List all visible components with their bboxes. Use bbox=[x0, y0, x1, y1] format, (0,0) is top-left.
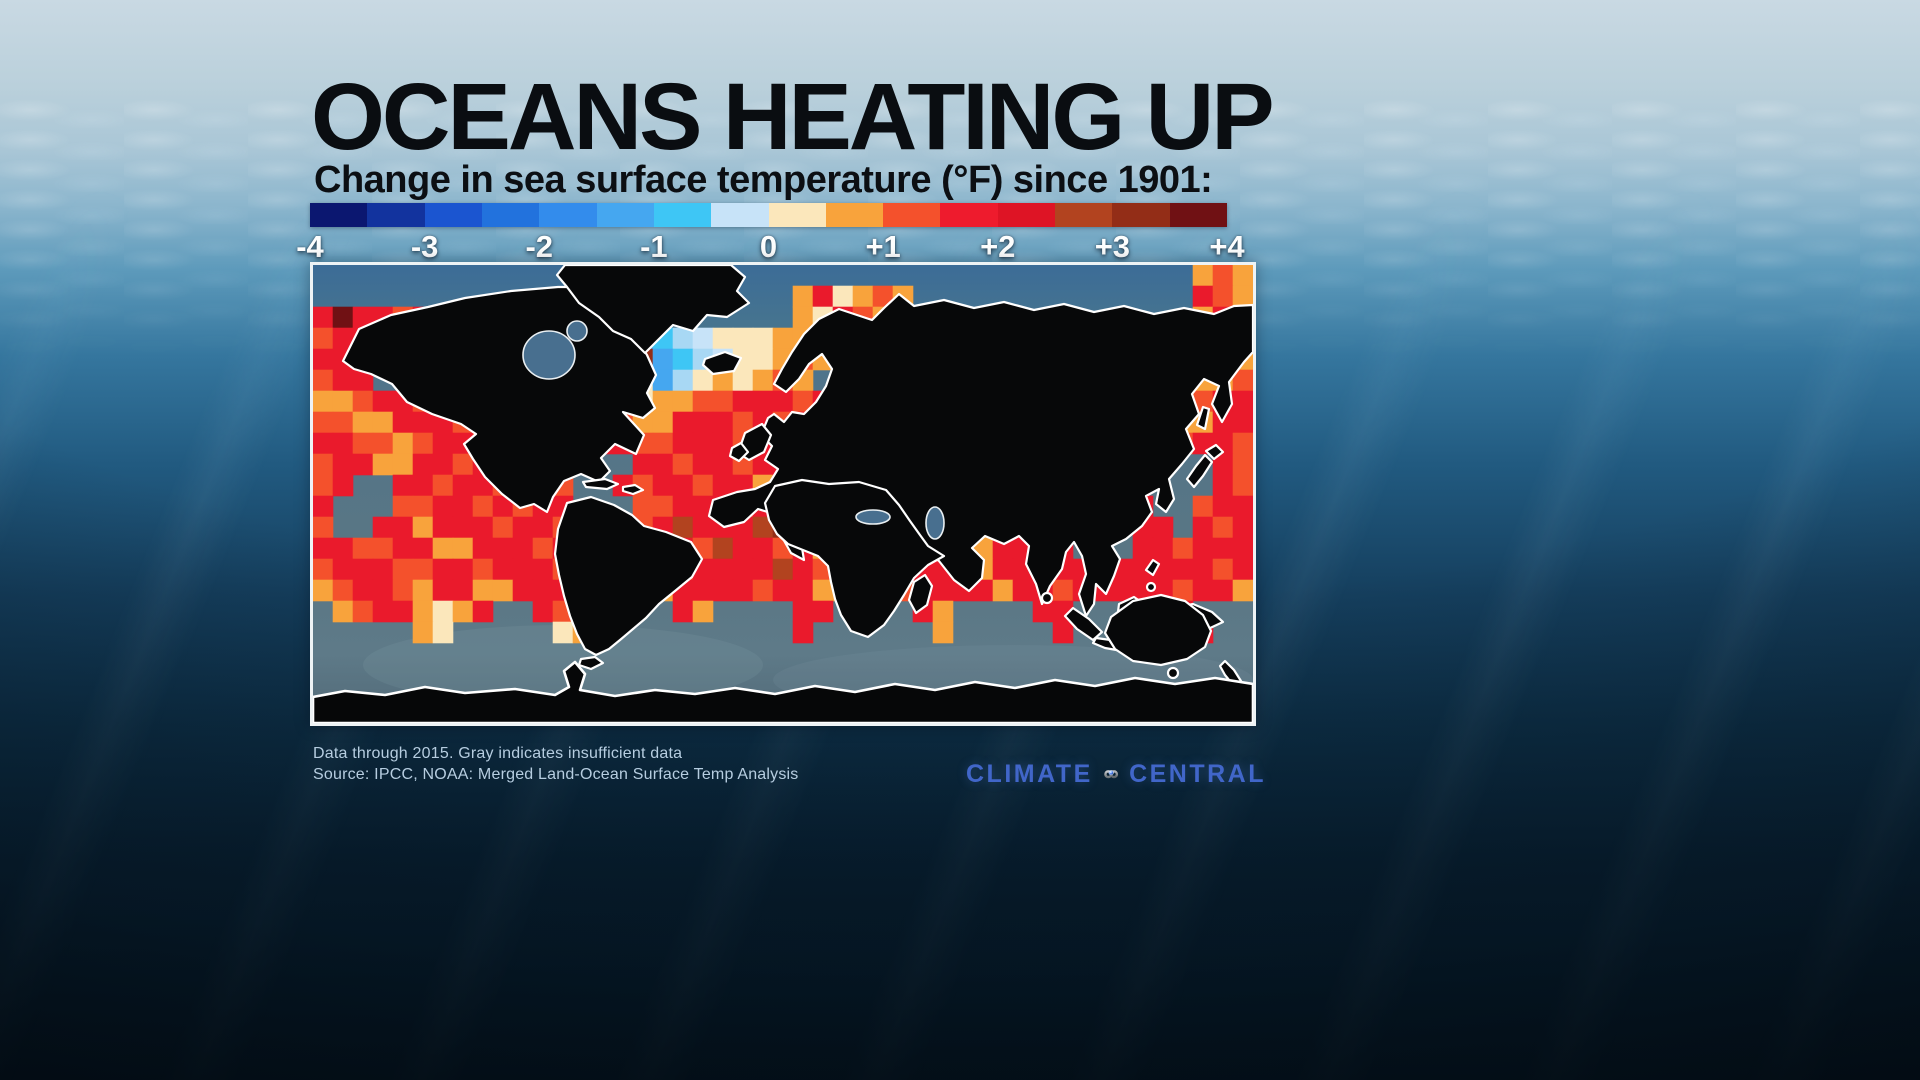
island-cuba bbox=[581, 477, 620, 491]
scale-segment-9 bbox=[825, 203, 884, 227]
page-subtitle: Change in sea surface temperature (°F) s… bbox=[314, 159, 1213, 201]
island-sri-lanka bbox=[1040, 591, 1054, 605]
scale-segment-12 bbox=[997, 203, 1056, 227]
scale-tick--1: -1 bbox=[640, 229, 668, 264]
island-hokkaido bbox=[1204, 443, 1225, 461]
island-hispaniola bbox=[621, 483, 645, 496]
footnote-data-through: Data through 2015. Gray indicates insuff… bbox=[313, 745, 683, 762]
caspian-sea bbox=[925, 506, 945, 540]
island-tierra-del-fuego bbox=[577, 655, 605, 671]
logo-orb bbox=[1108, 770, 1114, 776]
scale-tick-+1: +1 bbox=[865, 229, 901, 264]
scale-tick--2: -2 bbox=[525, 229, 554, 264]
island-japan bbox=[1185, 453, 1214, 489]
scale-tick-0: 0 bbox=[759, 229, 778, 264]
climate-central-rings-icon bbox=[1103, 769, 1118, 779]
scale-segment-2 bbox=[424, 203, 482, 227]
island-mindanao bbox=[1145, 581, 1157, 593]
island-tasmania bbox=[1166, 666, 1180, 680]
temperature-color-scale bbox=[310, 203, 1227, 227]
scale-segment-8 bbox=[768, 203, 826, 227]
scale-segment-13 bbox=[1055, 203, 1113, 227]
scale-segment-15 bbox=[1169, 203, 1227, 227]
scale-segment-11 bbox=[940, 203, 998, 227]
climate-central-logo: CLIMATE CENTRAL bbox=[966, 748, 1266, 800]
world-sea-surface-temperature-map bbox=[310, 262, 1256, 726]
scale-segment-7 bbox=[711, 203, 769, 227]
scale-segment-5 bbox=[596, 203, 654, 227]
continent-africa bbox=[763, 478, 946, 639]
page-title: OCEANS HEATING UP bbox=[311, 64, 1275, 170]
scale-segment-1 bbox=[367, 203, 425, 227]
scale-segment-14 bbox=[1112, 203, 1170, 227]
black-sea bbox=[855, 509, 891, 525]
continent-south-america bbox=[553, 495, 704, 657]
continent-australia bbox=[1103, 593, 1213, 667]
island-philippines bbox=[1144, 558, 1161, 577]
scale-segment-6 bbox=[653, 203, 712, 227]
scale-segment-3 bbox=[481, 203, 540, 227]
scale-segment-10 bbox=[883, 203, 941, 227]
island-sakhalin bbox=[1195, 405, 1211, 431]
hudson-bay bbox=[522, 330, 576, 380]
world-map-svg bbox=[313, 265, 1253, 723]
foxe-basin bbox=[566, 320, 588, 342]
scale-tick-+3: +3 bbox=[1094, 229, 1131, 264]
scale-segment-4 bbox=[539, 203, 597, 227]
footnote-source: Source: IPCC, NOAA: Merged Land-Ocean Su… bbox=[313, 766, 799, 783]
island-greenland bbox=[555, 265, 751, 355]
scale-tick--4: -4 bbox=[296, 229, 324, 264]
continent-antarctica bbox=[313, 660, 1253, 723]
scale-tick-+4: +4 bbox=[1209, 229, 1245, 264]
island-madagascar bbox=[907, 573, 934, 615]
scale-segment-0 bbox=[310, 203, 368, 227]
southern-ocean-fog bbox=[363, 625, 763, 705]
temperature-scale-tick-labels: -4 -3 -2 -1 0 +1 +2 +3 +4 bbox=[296, 229, 1244, 265]
logo-word-climate: CLIMATE bbox=[966, 759, 1093, 788]
island-ireland bbox=[728, 441, 750, 463]
logo-word-central: CENTRAL bbox=[1129, 759, 1266, 788]
island-iceland bbox=[701, 350, 743, 376]
scale-tick-+2: +2 bbox=[980, 229, 1016, 264]
scale-tick--3: -3 bbox=[410, 229, 439, 264]
island-sumatra bbox=[1063, 606, 1104, 642]
